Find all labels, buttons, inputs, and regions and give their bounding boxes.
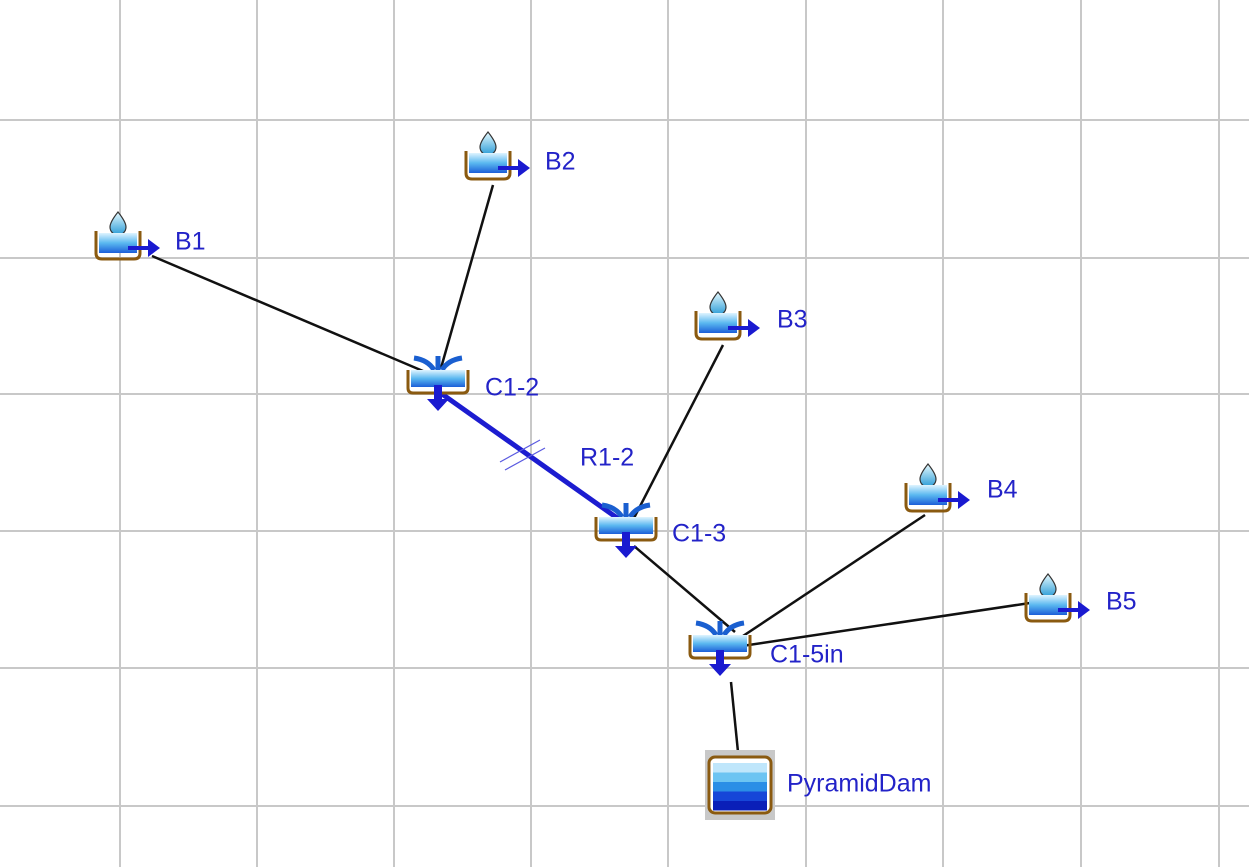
reach-label: R1-2 <box>580 444 634 472</box>
outflow-arrow <box>427 385 449 411</box>
water <box>909 485 947 505</box>
node-label: C1-2 <box>485 374 539 402</box>
tub <box>1024 593 1072 623</box>
node: C1-2 <box>406 355 539 411</box>
inflow <box>695 620 745 637</box>
water <box>99 233 137 253</box>
node-label: B1 <box>175 228 206 256</box>
tub <box>694 311 742 341</box>
droplet <box>1039 573 1057 598</box>
droplet <box>479 131 497 156</box>
water-band <box>713 763 767 773</box>
outflow-arrow <box>615 532 637 558</box>
water <box>469 153 507 173</box>
water <box>411 370 465 387</box>
node-label: C1-3 <box>672 520 726 548</box>
outflow-arrow <box>498 159 530 177</box>
node-label: B5 <box>1106 588 1137 616</box>
node: B5 <box>1024 573 1137 623</box>
outflow-arrow <box>128 239 160 257</box>
node: B1 <box>94 211 206 261</box>
water <box>699 313 737 333</box>
links <box>151 184 1031 753</box>
inflow <box>413 355 463 372</box>
water-band <box>713 801 767 811</box>
droplet <box>709 291 727 316</box>
tub <box>464 151 512 181</box>
node: B3 <box>694 291 808 341</box>
node-label: B4 <box>987 476 1018 504</box>
node: PyramidDam <box>705 750 931 820</box>
droplet <box>919 463 937 488</box>
node-label: B3 <box>777 306 808 334</box>
droplet <box>109 211 127 236</box>
reach-r1-2 <box>440 391 622 523</box>
outflow-arrow <box>1058 601 1090 619</box>
water-band <box>713 782 767 792</box>
outflow-arrow <box>728 319 760 337</box>
node-label: PyramidDam <box>787 770 931 798</box>
node: C1-3 <box>594 502 726 558</box>
outflow-arrow <box>938 491 970 509</box>
water-band <box>713 772 767 782</box>
node-label: C1-5in <box>770 641 844 669</box>
water <box>693 635 747 652</box>
node: B2 <box>464 131 576 181</box>
node-label: B2 <box>545 148 576 176</box>
tub <box>904 483 952 513</box>
inflow <box>601 502 651 519</box>
water <box>599 517 653 534</box>
tub <box>94 231 142 261</box>
outflow-arrow <box>709 650 731 676</box>
node: C1-5in <box>688 620 844 676</box>
node: B4 <box>904 463 1018 513</box>
water <box>1029 595 1067 615</box>
water-band <box>713 791 767 801</box>
